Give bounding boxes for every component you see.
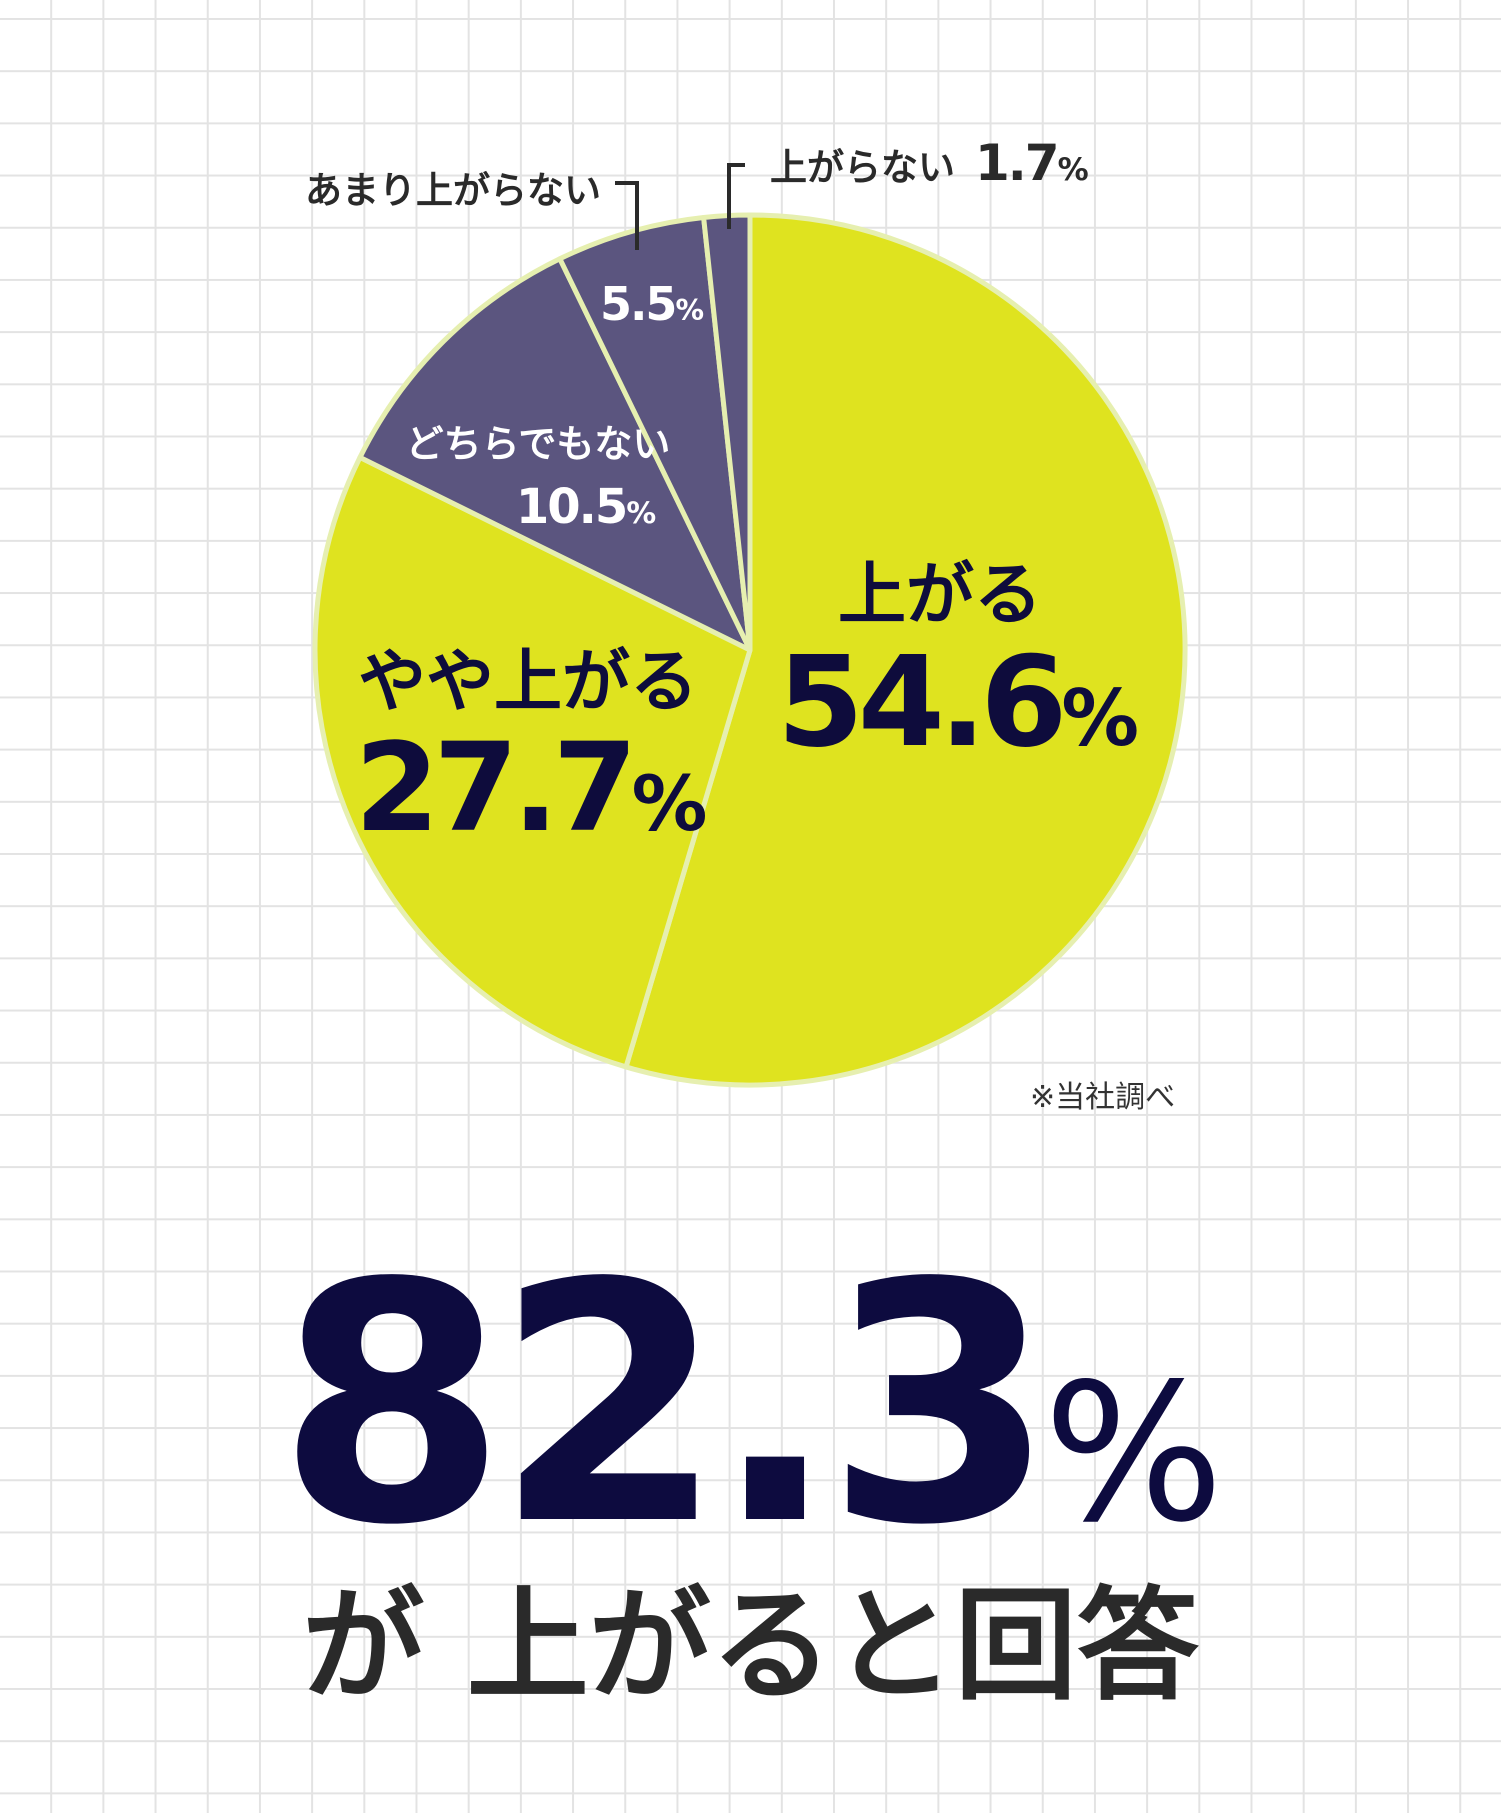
- pie-slice-neutral: [357, 256, 753, 653]
- headline-value: 82.3: [277, 1213, 1055, 1597]
- headline-unit: %: [1043, 1343, 1224, 1564]
- pie-chart: 上がる 54.6% やや上がる 27.7% どちらでもない 10.5% あまり上…: [305, 134, 1188, 1088]
- slice-label-slightly-rise: やや上がる: [358, 643, 698, 722]
- leader-line-no-rise: [727, 163, 745, 229]
- pie-slice-rise: [623, 212, 1188, 1088]
- slice-label-no-rise: 上がらない: [770, 146, 955, 189]
- slice-value-rise: 54.6%: [777, 630, 1137, 775]
- headline-total: 82.3%: [0, 1240, 1501, 1570]
- pie-slice-rarely-rise: [557, 214, 753, 653]
- pie-slice-slightly-rise: [312, 454, 753, 1070]
- pie-slices: [312, 212, 1188, 1088]
- slice-label-rarely-rise: あまり上がらない: [305, 169, 601, 212]
- slice-label-rise: 上がる: [838, 556, 1042, 635]
- source-note: ※当社調べ: [1030, 1080, 1176, 1115]
- pie-slice-no-rise: [701, 212, 753, 653]
- headline-caption: が 上がると回答: [302, 1575, 1199, 1717]
- slice-value-rarely-rise: 5.5%: [600, 277, 704, 331]
- leader-lines: [615, 163, 745, 250]
- leader-line-rarely-rise: [615, 181, 639, 250]
- slice-label-neutral: どちらでもない: [406, 422, 671, 466]
- slice-value-slightly-rise: 27.7%: [355, 717, 706, 859]
- slice-value-neutral: 10.5%: [516, 479, 655, 535]
- slice-value-no-rise: 1.7%: [975, 134, 1089, 192]
